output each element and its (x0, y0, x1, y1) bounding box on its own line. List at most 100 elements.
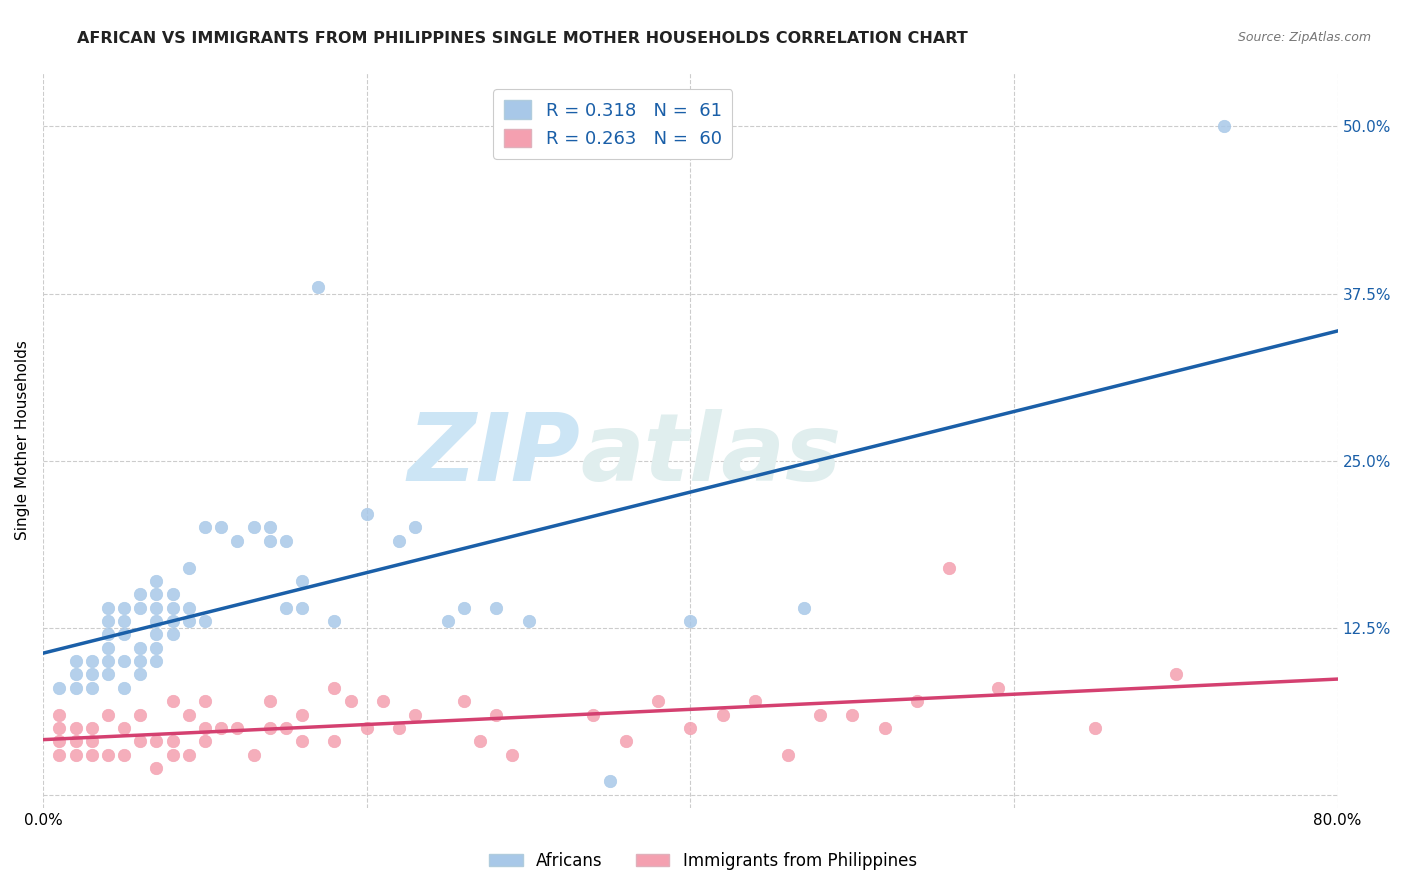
Point (65, 654, 87, 668)
Point (209, 520, 232, 534)
Point (291, 574, 314, 588)
Point (162, 734, 184, 748)
Point (307, 280, 329, 294)
Point (145, 614, 167, 628)
Point (242, 520, 264, 534)
Point (517, 614, 540, 628)
Text: AFRICAN VS IMMIGRANTS FROM PHILIPPINES SINGLE MOTHER HOUSEHOLDS CORRELATION CHAR: AFRICAN VS IMMIGRANTS FROM PHILIPPINES S… (77, 31, 969, 46)
Point (259, 721, 281, 735)
Point (145, 587, 167, 601)
Point (388, 721, 411, 735)
Point (194, 614, 217, 628)
Point (371, 694, 394, 708)
Point (744, 694, 766, 708)
Point (129, 654, 152, 668)
Point (323, 681, 346, 695)
Point (226, 533, 249, 548)
Point (404, 520, 426, 534)
Point (841, 707, 863, 722)
Point (274, 600, 297, 615)
Point (145, 734, 167, 748)
Point (97, 707, 120, 722)
Point (162, 747, 184, 762)
Point (48, 681, 70, 695)
Point (356, 507, 378, 521)
Point (226, 721, 249, 735)
Point (80, 654, 103, 668)
Point (711, 707, 734, 722)
Point (808, 707, 831, 722)
Point (65, 747, 87, 762)
Point (162, 627, 184, 641)
Point (259, 533, 281, 548)
Point (65, 721, 87, 735)
Point (209, 721, 232, 735)
Point (80, 681, 103, 695)
Point (112, 600, 135, 615)
Point (80, 747, 103, 762)
Point (97, 667, 120, 681)
Point (453, 600, 475, 615)
Point (80, 667, 103, 681)
Y-axis label: Single Mother Households: Single Mother Households (15, 341, 30, 541)
Point (48, 707, 70, 722)
Point (129, 600, 152, 615)
Point (485, 707, 508, 722)
Point (145, 627, 167, 641)
Point (679, 614, 702, 628)
Text: Source: ZipAtlas.com: Source: ZipAtlas.com (1237, 31, 1371, 45)
Point (162, 614, 184, 628)
Point (112, 721, 135, 735)
Point (129, 587, 152, 601)
Point (97, 600, 120, 615)
Point (129, 707, 152, 722)
Point (97, 654, 120, 668)
Point (356, 721, 378, 735)
Point (679, 721, 702, 735)
Point (599, 774, 621, 789)
Point (1213, 120, 1236, 134)
Point (48, 747, 70, 762)
Point (177, 600, 200, 615)
Point (938, 560, 960, 574)
Point (194, 721, 217, 735)
Point (129, 734, 152, 748)
Point (97, 614, 120, 628)
Point (145, 600, 167, 615)
Point (291, 734, 314, 748)
Point (129, 667, 152, 681)
Point (194, 520, 217, 534)
Point (112, 681, 135, 695)
Point (388, 533, 411, 548)
Point (129, 640, 152, 655)
Point (145, 574, 167, 588)
Point (145, 761, 167, 775)
Point (647, 694, 669, 708)
Point (80, 721, 103, 735)
Point (112, 654, 135, 668)
Point (793, 600, 815, 615)
Text: atlas: atlas (581, 409, 842, 501)
Point (177, 560, 200, 574)
Point (501, 747, 523, 762)
Point (177, 747, 200, 762)
Point (485, 600, 508, 615)
Legend: R = 0.318   N =  61, R = 0.263   N =  60: R = 0.318 N = 61, R = 0.263 N = 60 (494, 89, 733, 159)
Point (145, 654, 167, 668)
Point (112, 627, 135, 641)
Point (323, 734, 346, 748)
Point (194, 734, 217, 748)
Point (112, 747, 135, 762)
Point (97, 627, 120, 641)
Point (259, 694, 281, 708)
Point (274, 721, 297, 735)
Point (274, 533, 297, 548)
Point (614, 734, 637, 748)
Point (323, 614, 346, 628)
Point (112, 614, 135, 628)
Point (242, 747, 264, 762)
Point (776, 747, 799, 762)
Point (48, 721, 70, 735)
Point (453, 694, 475, 708)
Point (177, 707, 200, 722)
